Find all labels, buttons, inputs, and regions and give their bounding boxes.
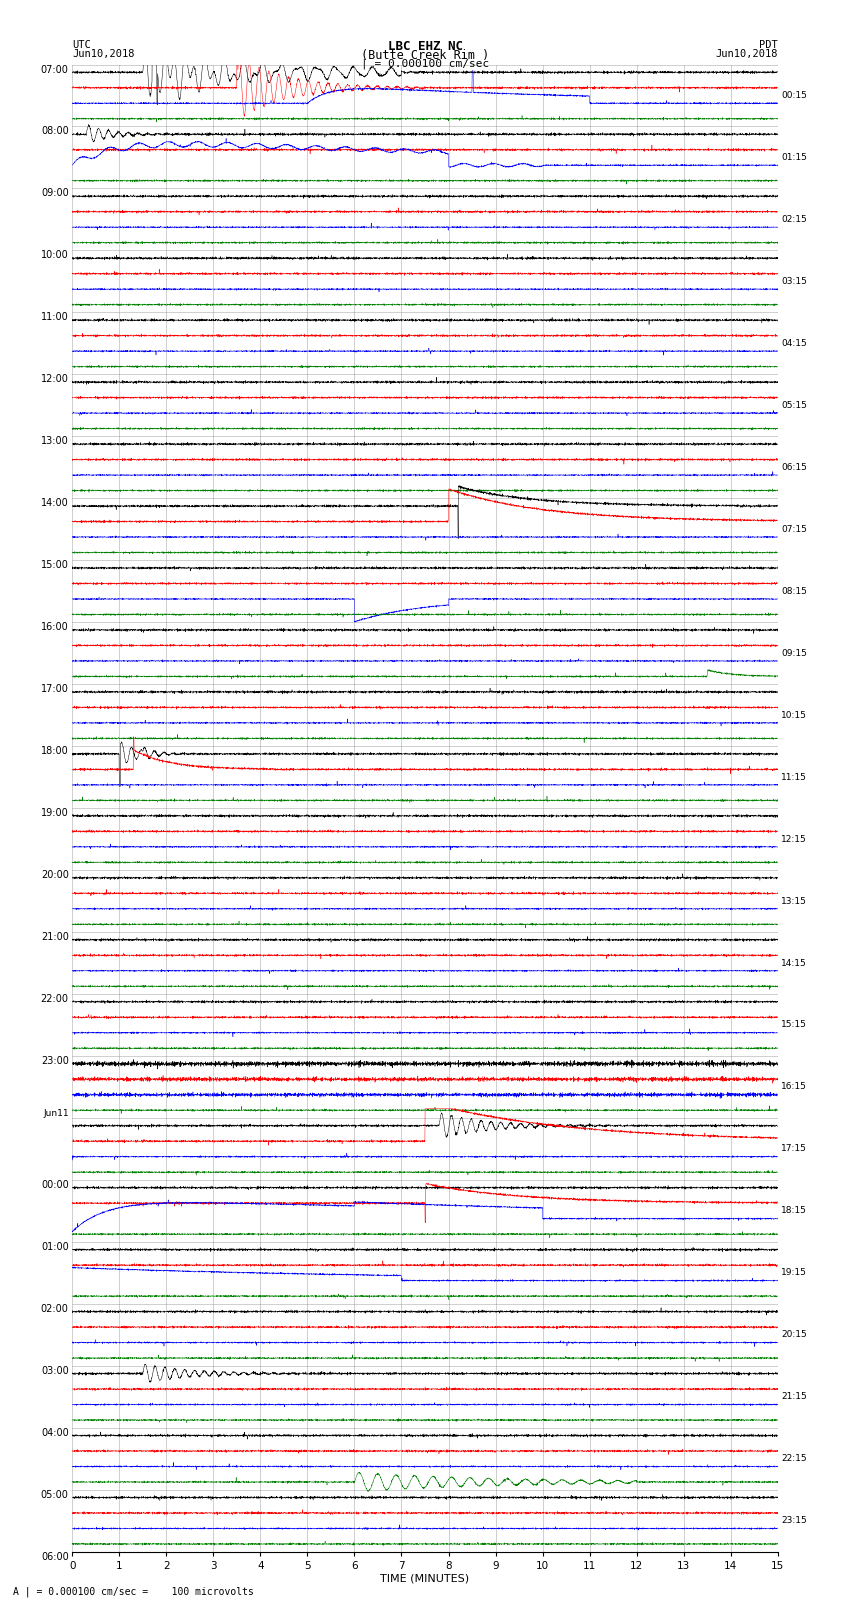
Text: 00:00: 00:00 — [41, 1181, 69, 1190]
Text: 21:15: 21:15 — [781, 1392, 807, 1402]
Text: A | = 0.000100 cm/sec =    100 microvolts: A | = 0.000100 cm/sec = 100 microvolts — [13, 1586, 253, 1597]
Text: 07:00: 07:00 — [41, 65, 69, 74]
Text: 19:15: 19:15 — [781, 1268, 807, 1277]
Text: 06:15: 06:15 — [781, 463, 807, 471]
Text: 04:00: 04:00 — [41, 1428, 69, 1437]
Text: 20:00: 20:00 — [41, 869, 69, 881]
Text: 18:15: 18:15 — [781, 1207, 807, 1215]
Text: 08:00: 08:00 — [41, 126, 69, 137]
Text: 15:00: 15:00 — [41, 560, 69, 571]
Text: PDT: PDT — [759, 39, 778, 50]
Text: | = 0.000100 cm/sec: | = 0.000100 cm/sec — [361, 58, 489, 69]
Text: 09:15: 09:15 — [781, 648, 807, 658]
Text: 18:00: 18:00 — [41, 747, 69, 756]
Text: 16:15: 16:15 — [781, 1082, 807, 1092]
Text: 15:15: 15:15 — [781, 1021, 807, 1029]
Text: 21:00: 21:00 — [41, 932, 69, 942]
Text: 05:15: 05:15 — [781, 402, 807, 410]
Text: 11:15: 11:15 — [781, 773, 807, 782]
Text: 16:00: 16:00 — [41, 623, 69, 632]
Text: 17:00: 17:00 — [41, 684, 69, 694]
Text: 19:00: 19:00 — [41, 808, 69, 818]
Text: 23:00: 23:00 — [41, 1057, 69, 1066]
Text: 01:00: 01:00 — [41, 1242, 69, 1252]
Text: Jun10,2018: Jun10,2018 — [715, 50, 778, 60]
Text: 02:00: 02:00 — [41, 1303, 69, 1315]
Text: 06:00: 06:00 — [41, 1552, 69, 1561]
Text: 12:00: 12:00 — [41, 374, 69, 384]
Text: 09:00: 09:00 — [41, 189, 69, 198]
Text: UTC: UTC — [72, 39, 91, 50]
Text: 20:15: 20:15 — [781, 1331, 807, 1339]
Text: 01:15: 01:15 — [781, 153, 807, 161]
Text: 00:15: 00:15 — [781, 90, 807, 100]
Text: 17:15: 17:15 — [781, 1145, 807, 1153]
Text: 08:15: 08:15 — [781, 587, 807, 595]
Text: 13:15: 13:15 — [781, 897, 807, 905]
Text: 03:15: 03:15 — [781, 277, 807, 286]
Text: 22:15: 22:15 — [781, 1455, 807, 1463]
Text: Jun10,2018: Jun10,2018 — [72, 50, 135, 60]
X-axis label: TIME (MINUTES): TIME (MINUTES) — [381, 1574, 469, 1584]
Text: 05:00: 05:00 — [41, 1490, 69, 1500]
Text: 10:00: 10:00 — [41, 250, 69, 260]
Text: 04:15: 04:15 — [781, 339, 807, 348]
Text: 13:00: 13:00 — [41, 436, 69, 447]
Text: (Butte Creek Rim ): (Butte Creek Rim ) — [361, 50, 489, 63]
Text: 14:15: 14:15 — [781, 958, 807, 968]
Text: 02:15: 02:15 — [781, 215, 807, 224]
Text: 07:15: 07:15 — [781, 524, 807, 534]
Text: 23:15: 23:15 — [781, 1516, 807, 1526]
Text: 12:15: 12:15 — [781, 834, 807, 844]
Text: 10:15: 10:15 — [781, 711, 807, 719]
Text: 11:00: 11:00 — [41, 313, 69, 323]
Text: 14:00: 14:00 — [41, 498, 69, 508]
Text: 03:00: 03:00 — [41, 1366, 69, 1376]
Text: Jun11: Jun11 — [43, 1110, 69, 1118]
Text: LBC EHZ NC: LBC EHZ NC — [388, 39, 462, 53]
Text: 22:00: 22:00 — [41, 994, 69, 1003]
